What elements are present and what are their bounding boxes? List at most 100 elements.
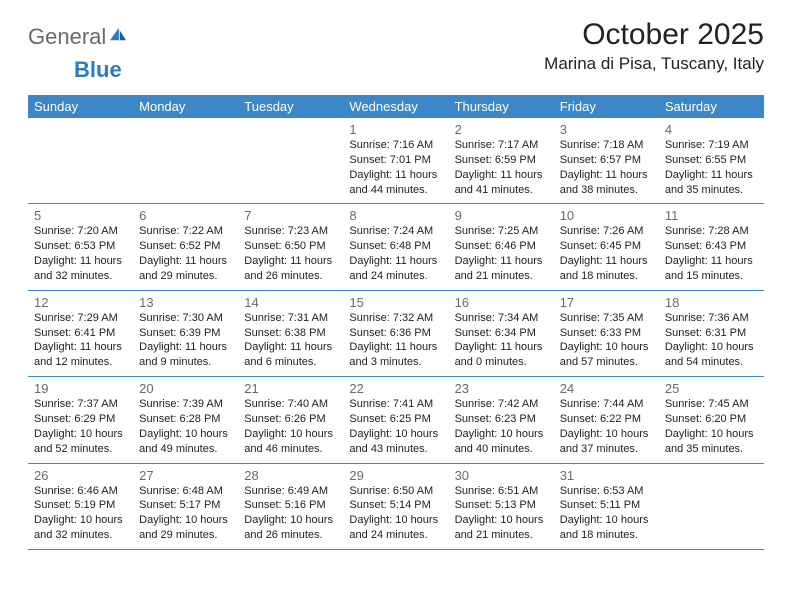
info-line: Sunset: 6:20 PM — [665, 412, 758, 427]
day-info: Sunrise: 7:19 AMSunset: 6:55 PMDaylight:… — [665, 138, 758, 197]
title-block: October 2025 Marina di Pisa, Tuscany, It… — [544, 18, 764, 74]
calendar-day-cell: 10Sunrise: 7:26 AMSunset: 6:45 PMDayligh… — [554, 204, 659, 290]
calendar-day-cell: 18Sunrise: 7:36 AMSunset: 6:31 PMDayligh… — [659, 290, 764, 376]
weekday-header: Tuesday — [238, 95, 343, 118]
info-line: and 15 minutes. — [665, 269, 758, 284]
day-info: Sunrise: 7:32 AMSunset: 6:36 PMDaylight:… — [349, 311, 442, 370]
day-info: Sunrise: 6:48 AMSunset: 5:17 PMDaylight:… — [139, 484, 232, 543]
day-number: 24 — [560, 381, 653, 396]
info-line: Sunset: 6:23 PM — [455, 412, 548, 427]
info-line: and 32 minutes. — [34, 528, 127, 543]
info-line: Daylight: 10 hours — [665, 427, 758, 442]
info-line: Sunrise: 7:31 AM — [244, 311, 337, 326]
info-line: and 18 minutes. — [560, 528, 653, 543]
calendar-day-cell: 15Sunrise: 7:32 AMSunset: 6:36 PMDayligh… — [343, 290, 448, 376]
info-line: and 29 minutes. — [139, 528, 232, 543]
calendar-empty-cell — [133, 118, 238, 204]
info-line: Daylight: 10 hours — [560, 340, 653, 355]
calendar-day-cell: 27Sunrise: 6:48 AMSunset: 5:17 PMDayligh… — [133, 463, 238, 549]
day-number: 7 — [244, 208, 337, 223]
day-number: 26 — [34, 468, 127, 483]
calendar-week-row: 12Sunrise: 7:29 AMSunset: 6:41 PMDayligh… — [28, 290, 764, 376]
day-number: 28 — [244, 468, 337, 483]
info-line: Sunset: 6:50 PM — [244, 239, 337, 254]
calendar-day-cell: 14Sunrise: 7:31 AMSunset: 6:38 PMDayligh… — [238, 290, 343, 376]
day-number: 16 — [455, 295, 548, 310]
calendar-day-cell: 11Sunrise: 7:28 AMSunset: 6:43 PMDayligh… — [659, 204, 764, 290]
calendar-day-cell: 24Sunrise: 7:44 AMSunset: 6:22 PMDayligh… — [554, 377, 659, 463]
info-line: Daylight: 11 hours — [244, 340, 337, 355]
calendar-day-cell: 30Sunrise: 6:51 AMSunset: 5:13 PMDayligh… — [449, 463, 554, 549]
day-number: 2 — [455, 122, 548, 137]
info-line: Sunset: 6:28 PM — [139, 412, 232, 427]
info-line: Sunrise: 7:24 AM — [349, 224, 442, 239]
calendar-day-cell: 16Sunrise: 7:34 AMSunset: 6:34 PMDayligh… — [449, 290, 554, 376]
info-line: Sunrise: 7:17 AM — [455, 138, 548, 153]
info-line: and 24 minutes. — [349, 528, 442, 543]
weekday-header: Wednesday — [343, 95, 448, 118]
info-line: Sunrise: 7:36 AM — [665, 311, 758, 326]
day-info: Sunrise: 7:28 AMSunset: 6:43 PMDaylight:… — [665, 224, 758, 283]
weekday-header: Thursday — [449, 95, 554, 118]
info-line: Sunset: 6:52 PM — [139, 239, 232, 254]
info-line: Daylight: 10 hours — [34, 427, 127, 442]
day-info: Sunrise: 7:44 AMSunset: 6:22 PMDaylight:… — [560, 397, 653, 456]
month-title: October 2025 — [544, 18, 764, 52]
calendar-day-cell: 1Sunrise: 7:16 AMSunset: 7:01 PMDaylight… — [343, 118, 448, 204]
day-info: Sunrise: 7:39 AMSunset: 6:28 PMDaylight:… — [139, 397, 232, 456]
calendar-week-row: 19Sunrise: 7:37 AMSunset: 6:29 PMDayligh… — [28, 377, 764, 463]
info-line: and 35 minutes. — [665, 442, 758, 457]
day-number: 10 — [560, 208, 653, 223]
info-line: and 18 minutes. — [560, 269, 653, 284]
weekday-header: Monday — [133, 95, 238, 118]
day-info: Sunrise: 6:53 AMSunset: 5:11 PMDaylight:… — [560, 484, 653, 543]
info-line: Daylight: 11 hours — [139, 254, 232, 269]
info-line: Daylight: 10 hours — [139, 427, 232, 442]
info-line: Sunrise: 7:41 AM — [349, 397, 442, 412]
day-number: 25 — [665, 381, 758, 396]
info-line: Daylight: 10 hours — [560, 427, 653, 442]
day-number: 9 — [455, 208, 548, 223]
day-number: 5 — [34, 208, 127, 223]
brand-name-part1: General — [28, 24, 106, 49]
info-line: Daylight: 10 hours — [560, 513, 653, 528]
info-line: Daylight: 10 hours — [455, 513, 548, 528]
day-info: Sunrise: 7:41 AMSunset: 6:25 PMDaylight:… — [349, 397, 442, 456]
day-number: 4 — [665, 122, 758, 137]
calendar-empty-cell — [659, 463, 764, 549]
day-info: Sunrise: 7:30 AMSunset: 6:39 PMDaylight:… — [139, 311, 232, 370]
info-line: Daylight: 10 hours — [455, 427, 548, 442]
day-info: Sunrise: 7:37 AMSunset: 6:29 PMDaylight:… — [34, 397, 127, 456]
info-line: and 32 minutes. — [34, 269, 127, 284]
info-line: Sunset: 6:53 PM — [34, 239, 127, 254]
calendar-day-cell: 17Sunrise: 7:35 AMSunset: 6:33 PMDayligh… — [554, 290, 659, 376]
day-info: Sunrise: 7:22 AMSunset: 6:52 PMDaylight:… — [139, 224, 232, 283]
info-line: Sunrise: 7:18 AM — [560, 138, 653, 153]
day-info: Sunrise: 7:42 AMSunset: 6:23 PMDaylight:… — [455, 397, 548, 456]
info-line: and 0 minutes. — [455, 355, 548, 370]
info-line: and 6 minutes. — [244, 355, 337, 370]
info-line: and 3 minutes. — [349, 355, 442, 370]
info-line: and 29 minutes. — [139, 269, 232, 284]
info-line: and 26 minutes. — [244, 269, 337, 284]
calendar-day-cell: 9Sunrise: 7:25 AMSunset: 6:46 PMDaylight… — [449, 204, 554, 290]
calendar-header-row: SundayMondayTuesdayWednesdayThursdayFrid… — [28, 95, 764, 118]
info-line: Sunrise: 7:32 AM — [349, 311, 442, 326]
calendar-day-cell: 19Sunrise: 7:37 AMSunset: 6:29 PMDayligh… — [28, 377, 133, 463]
info-line: and 26 minutes. — [244, 528, 337, 543]
info-line: Daylight: 11 hours — [455, 168, 548, 183]
info-line: Sunset: 5:19 PM — [34, 498, 127, 513]
day-info: Sunrise: 7:31 AMSunset: 6:38 PMDaylight:… — [244, 311, 337, 370]
info-line: Sunrise: 7:23 AM — [244, 224, 337, 239]
info-line: Sunset: 6:38 PM — [244, 326, 337, 341]
day-number: 23 — [455, 381, 548, 396]
day-info: Sunrise: 7:16 AMSunset: 7:01 PMDaylight:… — [349, 138, 442, 197]
info-line: Sunset: 5:13 PM — [455, 498, 548, 513]
info-line: Sunrise: 7:35 AM — [560, 311, 653, 326]
day-number: 15 — [349, 295, 442, 310]
info-line: Daylight: 11 hours — [665, 168, 758, 183]
info-line: Sunrise: 6:48 AM — [139, 484, 232, 499]
info-line: Daylight: 11 hours — [560, 254, 653, 269]
info-line: and 9 minutes. — [139, 355, 232, 370]
info-line: Daylight: 11 hours — [349, 168, 442, 183]
